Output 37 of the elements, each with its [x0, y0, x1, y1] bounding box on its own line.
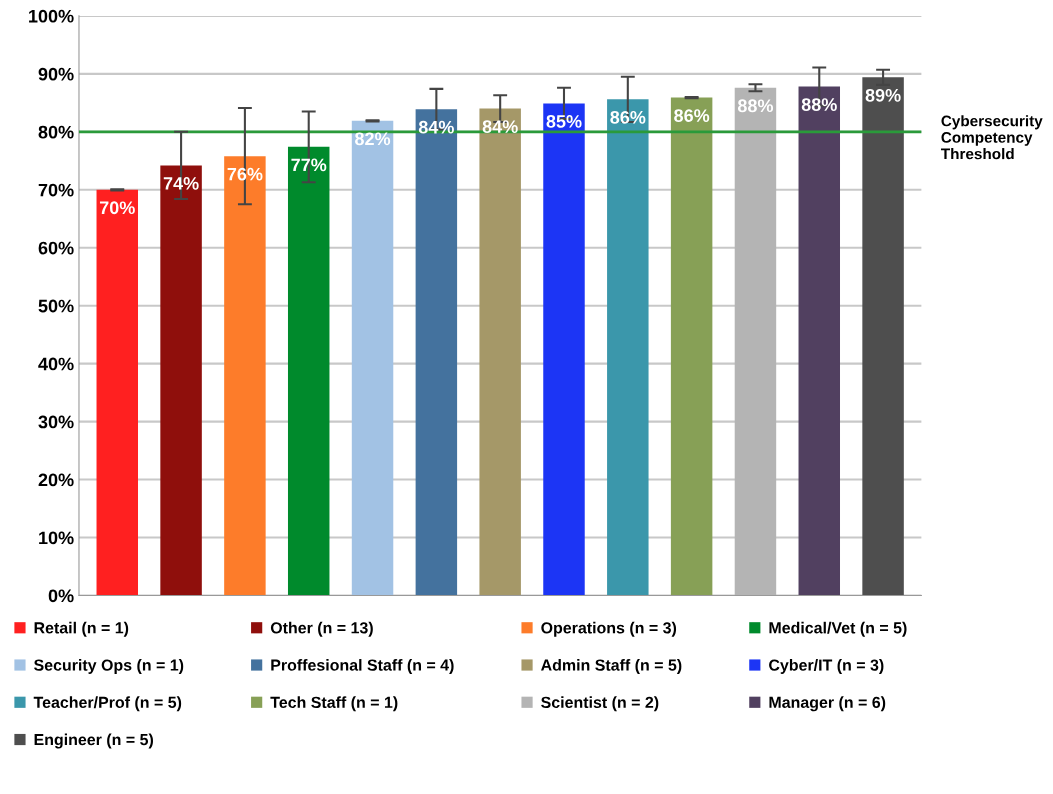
legend-label: Operations (n = 3) — [541, 621, 677, 637]
data-label: 88% — [801, 98, 837, 111]
data-label: 86% — [610, 110, 646, 124]
legend-label: Teacher/Prof (n = 5) — [33, 696, 182, 712]
data-label: 70% — [99, 201, 135, 215]
data-label: 82% — [355, 132, 391, 146]
data-label: 84% — [418, 120, 454, 134]
legend-label: Other (n = 13) — [270, 621, 373, 637]
legend-label: Proffesional Staff (n = 4) — [271, 659, 454, 674]
legend-label: Tech Staff (n = 1) — [270, 696, 398, 712]
legend-label: Cyber/IT (n = 3) — [769, 659, 884, 674]
legend-label: Engineer (n = 5) — [34, 733, 154, 749]
y-tick-label: 70% — [38, 183, 74, 197]
legend-label: Admin Staff (n = 5) — [541, 659, 682, 674]
y-tick-label: 60% — [38, 241, 74, 255]
data-label: 77% — [291, 158, 327, 172]
legend-label: Security Ops (n = 1) — [34, 659, 184, 674]
y-tick-label: 10% — [39, 531, 74, 545]
legend-label: Manager (n = 6) — [769, 696, 886, 712]
legend-label: Retail (n = 1) — [34, 621, 129, 637]
legend-label: Scientist (n = 2) — [541, 696, 659, 712]
y-tick-label: 80% — [38, 125, 74, 139]
data-label: 74% — [163, 177, 199, 190]
data-label: 84% — [482, 120, 518, 133]
data-label: 89% — [865, 88, 901, 102]
y-tick-label: 30% — [38, 415, 74, 429]
y-tick-label: 100% — [29, 9, 74, 23]
legend-label: Medical/Vet (n = 5) — [769, 621, 907, 637]
y-tick-label: 90% — [38, 67, 74, 81]
data-label: 85% — [546, 114, 582, 128]
ref-line-label: Cybersecurity Competency Threshold — [940, 115, 1043, 160]
y-tick-label: 40% — [38, 357, 74, 371]
y-tick-label: 50% — [38, 299, 74, 313]
data-label: 86% — [674, 109, 710, 122]
data-label: 88% — [737, 99, 774, 113]
y-tick-label: 0% — [48, 589, 74, 603]
y-tick-label: 20% — [38, 473, 74, 487]
